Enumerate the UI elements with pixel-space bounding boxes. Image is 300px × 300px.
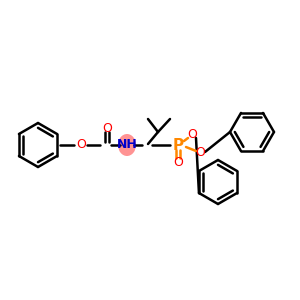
Text: O: O [76, 139, 86, 152]
Ellipse shape [118, 134, 136, 156]
Text: O: O [187, 128, 197, 142]
Text: O: O [195, 146, 205, 158]
Text: P: P [172, 137, 184, 152]
Text: NH: NH [117, 139, 137, 152]
Text: O: O [102, 122, 112, 134]
Text: O: O [173, 155, 183, 169]
